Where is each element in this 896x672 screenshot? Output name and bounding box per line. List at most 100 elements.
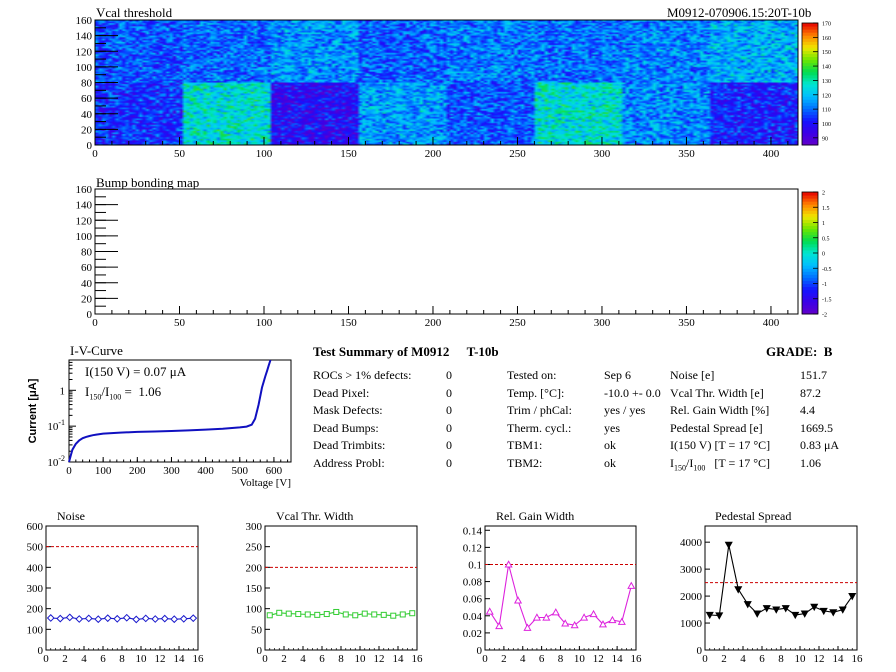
data-point bbox=[323, 611, 330, 618]
data-point bbox=[542, 613, 551, 621]
colorbar-segment bbox=[802, 204, 818, 208]
plot-xtick-label: 2 bbox=[281, 653, 287, 665]
plot-xtick-label: 0 bbox=[702, 653, 708, 665]
colorbar-segment bbox=[802, 283, 818, 288]
iv-ytick-label: 10-2 bbox=[47, 454, 65, 469]
colorbar-segment bbox=[802, 132, 818, 137]
data-point bbox=[551, 608, 560, 616]
data-point bbox=[65, 613, 74, 622]
map-xtick-label: 0 bbox=[92, 148, 98, 160]
data-point bbox=[589, 609, 598, 618]
map-xtick-label: 400 bbox=[763, 148, 780, 160]
series-line bbox=[489, 564, 632, 629]
condition-label: TBM1: bbox=[507, 438, 543, 453]
plot-ytick-label: 3000 bbox=[680, 564, 703, 576]
map-ytick-label: 40 bbox=[81, 278, 93, 290]
data-point bbox=[504, 560, 513, 568]
data-point bbox=[627, 581, 636, 589]
result-value: 0.83 μA bbox=[800, 438, 840, 453]
map-ytick-label: 20 bbox=[81, 124, 93, 136]
colorbar-segment bbox=[802, 237, 818, 242]
colorbar-segment bbox=[802, 274, 818, 278]
defect-label: Dead Bumps: bbox=[313, 420, 379, 435]
data-point bbox=[304, 611, 311, 618]
iv-ytick-label: 1 bbox=[60, 385, 66, 397]
result-value: 1669.5 bbox=[800, 420, 833, 435]
map-xtick-label: 250 bbox=[509, 148, 526, 160]
colorbar-segment bbox=[802, 68, 818, 73]
iv-xtick-label: 300 bbox=[163, 465, 180, 477]
data-point bbox=[179, 614, 188, 623]
plot-ytick-label: 0 bbox=[477, 645, 483, 657]
map-xtick-label: 0 bbox=[92, 317, 98, 329]
plot-ytick-label: 0.02 bbox=[463, 628, 482, 640]
colorbar-segment bbox=[802, 201, 818, 205]
defect-value: 0 bbox=[446, 438, 452, 453]
colorbar-segment bbox=[802, 234, 818, 239]
colorbar-segment bbox=[802, 74, 818, 79]
iv-annotation-ratio: I150/I100 = 1.06 bbox=[85, 384, 162, 402]
data-point bbox=[189, 614, 198, 623]
colorbar-segment bbox=[802, 32, 818, 36]
plot-ytick-label: 300 bbox=[27, 583, 44, 595]
gainwidth-title: Rel. Gain Width bbox=[496, 509, 575, 523]
module-id-label: M0912-070906.15:20T-10b bbox=[667, 5, 812, 20]
summary-plot-6: 0 2 4 6 8 10 12 14 16 0 1000 2000 3000 4000 bbox=[680, 525, 863, 665]
result-label: Pedestal Spread [e] bbox=[670, 420, 763, 435]
colorbar-segment bbox=[802, 123, 818, 128]
map-ytick-label: 100 bbox=[76, 231, 93, 243]
colorbar-segment bbox=[802, 41, 818, 45]
map-1: 0 50 100 150 200 250 300 350 4000204060801001201… bbox=[76, 184, 832, 329]
map-xtick-label: 300 bbox=[594, 148, 611, 160]
plot-ytick-label: 0.08 bbox=[463, 577, 483, 589]
plot-ytick-label: 4000 bbox=[680, 537, 703, 549]
iv-xtick-label: 100 bbox=[95, 465, 112, 477]
colorbar-tick-label: -2 bbox=[822, 313, 827, 319]
map-xtick-label: 100 bbox=[256, 317, 273, 329]
colorbar-segment bbox=[802, 59, 818, 64]
result-value: 4.4 bbox=[800, 403, 815, 418]
data-point bbox=[810, 603, 819, 612]
colorbar-tick-label: 0 bbox=[822, 252, 825, 258]
map-xtick-label: 150 bbox=[340, 148, 357, 160]
colorbar-segment bbox=[802, 222, 818, 227]
colorbar-segment bbox=[802, 192, 818, 196]
colorbar-segment bbox=[802, 62, 818, 67]
summary-tag: T-10b bbox=[466, 344, 499, 359]
colorbar-segment bbox=[802, 29, 818, 33]
colorbar-segment bbox=[802, 280, 818, 284]
map-ytick-label: 40 bbox=[81, 109, 93, 121]
iv-xtick-label: 400 bbox=[197, 465, 214, 477]
condition-value: -10.0 +- 0.0 bbox=[604, 385, 661, 400]
data-point bbox=[570, 620, 579, 629]
data-point bbox=[598, 620, 608, 628]
colorbar-segment bbox=[802, 207, 818, 211]
colorbar-segment bbox=[802, 90, 818, 94]
plot-xtick-label: 0 bbox=[262, 653, 268, 665]
plot-xtick-label: 12 bbox=[155, 653, 166, 665]
colorbar-segment bbox=[802, 93, 818, 97]
colorbar-tick-label: 0.5 bbox=[822, 236, 830, 242]
iv-ytick-label: 10-1 bbox=[47, 418, 65, 433]
colorbar-segment bbox=[802, 117, 818, 122]
plot-xtick-label: 10 bbox=[355, 653, 367, 665]
data-point bbox=[314, 611, 321, 618]
defect-value: 0 bbox=[446, 368, 452, 382]
colorbar-segment bbox=[802, 77, 818, 82]
colorbar-segment bbox=[802, 240, 818, 245]
map-ytick-label: 140 bbox=[76, 31, 93, 43]
plot-xtick-label: 2 bbox=[62, 653, 68, 665]
map-ytick-label: 80 bbox=[81, 247, 93, 259]
colorbar-segment bbox=[802, 286, 818, 291]
iv-xlabel: Voltage [V] bbox=[240, 477, 291, 489]
data-point bbox=[276, 609, 283, 616]
colorbar-tick-label: 90 bbox=[822, 136, 828, 142]
colorbar-tick-label: 100 bbox=[822, 122, 831, 128]
plot-xtick-label: 14 bbox=[833, 653, 845, 665]
grade-label: GRADE: B bbox=[766, 344, 833, 359]
condition-label: TBM2: bbox=[507, 456, 543, 470]
plot-xtick-label: 14 bbox=[174, 653, 186, 665]
data-point bbox=[160, 614, 169, 623]
data-point bbox=[151, 615, 160, 623]
iv-series-line bbox=[68, 359, 272, 463]
